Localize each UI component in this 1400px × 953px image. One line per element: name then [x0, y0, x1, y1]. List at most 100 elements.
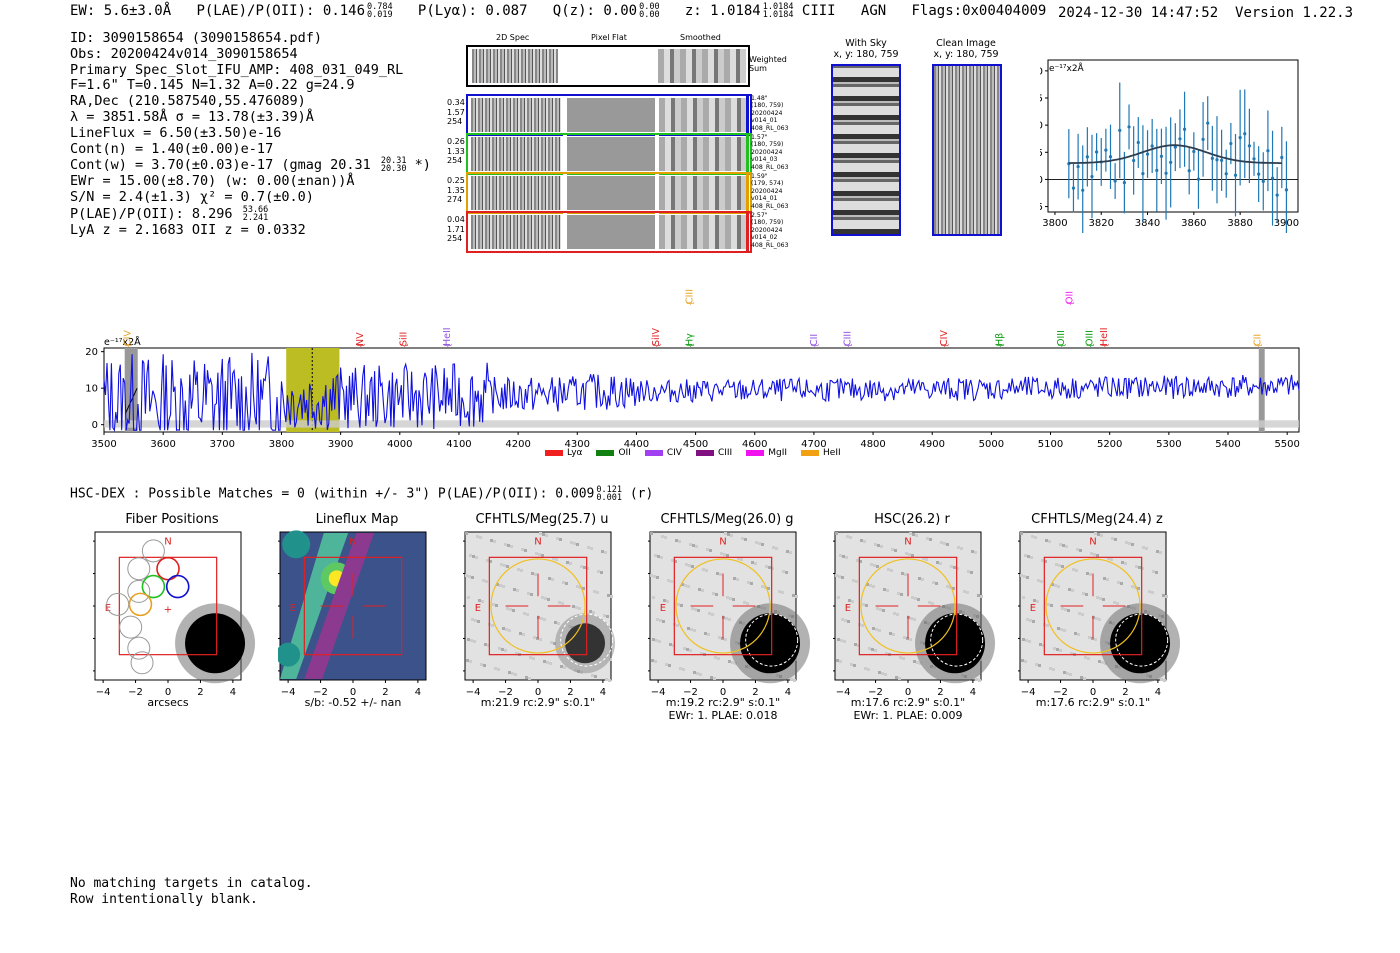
cutout-noise	[575, 606, 578, 609]
zoom-ytick-label: −5	[1040, 202, 1043, 213]
zoom-point	[1095, 150, 1099, 154]
full-xtick-label: 5300	[1156, 439, 1181, 450]
cutout-noise	[1095, 617, 1098, 620]
cutout-noise	[977, 594, 980, 597]
cutout-noise	[1084, 656, 1087, 659]
spec-row-flat	[567, 215, 655, 249]
cutout-noise	[1020, 574, 1023, 577]
cutout-noise	[492, 603, 495, 606]
z-value: z: 1.0184	[684, 3, 761, 19]
cutout-noise	[728, 660, 731, 663]
spec-row-info: 1.59" (179, 574) 20200424 v014_01 408_RL_063	[751, 173, 789, 210]
cutout-noise	[504, 543, 507, 546]
cutout-noise	[893, 612, 896, 615]
cutout-noise	[656, 618, 659, 621]
cutout-noise	[1104, 662, 1107, 665]
fiber-position	[141, 539, 165, 563]
cutout-noise	[555, 558, 558, 561]
cutout-noise	[1051, 583, 1054, 586]
cutout-noise	[864, 667, 867, 670]
spec-row-flat	[567, 137, 655, 171]
cutout-noise	[764, 586, 767, 589]
cutout-xtick-label: 0	[1090, 687, 1096, 698]
plae-text: P(LAE)/P(OII): 8.296	[70, 205, 233, 222]
spec-row-info: 1.48" (180, 759) 20200424 v014_01 408_RL_063	[751, 95, 789, 132]
cutout-noise	[693, 671, 696, 674]
cutout-noise	[547, 598, 550, 601]
cutout-noise	[1083, 677, 1086, 680]
cutout-noise	[589, 610, 592, 613]
search-box	[303, 556, 403, 656]
spec-row-info-line: 1.48"	[751, 95, 768, 102]
cutout-noise	[481, 600, 484, 603]
cutout-noise	[876, 607, 879, 610]
cutout-noise	[1096, 554, 1099, 557]
zoom-ytick-label: 15	[1040, 94, 1043, 105]
cutout-noise	[1114, 538, 1117, 541]
cutout-noise	[1037, 579, 1040, 582]
spec-row-colorbar	[746, 211, 749, 251]
cutout-noise	[531, 572, 534, 575]
cutout-noise	[524, 549, 527, 552]
cutout-noise	[1094, 638, 1097, 641]
emission-line-label: OIII	[1056, 330, 1067, 346]
cutout-noise	[1156, 550, 1159, 553]
agn-flag: AGN	[860, 3, 887, 19]
zoom-point	[1118, 128, 1122, 132]
cutout-noise	[672, 644, 675, 647]
cutout-noise	[1048, 540, 1051, 543]
cutout-noise	[701, 589, 704, 592]
line-legend: Lyα OII CIV CIII MgII HeII	[545, 448, 855, 458]
full-xtick-label: 4700	[801, 439, 826, 450]
hsc-band: (r)	[629, 486, 654, 502]
cutout-noise	[889, 632, 892, 635]
cutout-noise	[651, 659, 654, 662]
spec-row-info-line: (180, 759)	[751, 102, 784, 110]
cutout-noise	[860, 539, 863, 542]
cutout-noise	[728, 618, 731, 621]
cutout-noise	[846, 535, 849, 538]
cutout-noise	[848, 599, 851, 602]
cutout-noise	[514, 673, 517, 676]
cutout-noise	[839, 554, 842, 557]
cutout-noise	[704, 632, 707, 635]
cutout-xtick-label: 0	[905, 687, 911, 698]
cutout-noise	[528, 677, 531, 680]
cutout-noise	[607, 594, 610, 597]
cutout-noise	[1042, 644, 1045, 647]
cutout-noise	[936, 561, 939, 564]
cutout-noise	[478, 599, 481, 602]
cutout-noise	[558, 601, 561, 604]
cutout-noise	[1086, 572, 1089, 575]
cutout-noise	[1064, 608, 1067, 611]
spec-row	[466, 133, 752, 175]
cutout-noise	[1061, 565, 1064, 568]
cutout-noise	[706, 548, 709, 551]
cutout-noise	[696, 672, 699, 675]
cutout-noise	[897, 592, 900, 595]
cutout-noise	[610, 595, 613, 598]
emission-line-label: Hγ	[685, 333, 696, 346]
cutout-noise	[878, 671, 881, 674]
zoom-point	[1182, 127, 1187, 131]
cutout-noise	[596, 591, 599, 594]
spec-row-info-line: 408_RL_063	[751, 163, 789, 171]
cutout-noise	[1094, 532, 1097, 535]
cutout-noise	[895, 676, 898, 679]
zoom-point	[1136, 140, 1140, 145]
full-xtick-label: 3700	[210, 439, 235, 450]
cutout-noise	[684, 584, 687, 587]
cutout-noise	[661, 535, 664, 538]
cutout-noise	[1151, 591, 1154, 594]
cutout-noise	[675, 539, 678, 542]
zoom-point	[1071, 186, 1076, 190]
zoom-point	[1104, 148, 1108, 152]
cutout-noise	[835, 574, 838, 577]
fiber-position	[119, 615, 143, 639]
cutout-noise	[1103, 577, 1106, 580]
cutout-noise	[682, 668, 685, 671]
cutout-noise	[1134, 586, 1137, 589]
cutout-noise	[914, 597, 917, 600]
cutout-noise	[593, 590, 596, 593]
cutout-noise	[687, 585, 690, 588]
